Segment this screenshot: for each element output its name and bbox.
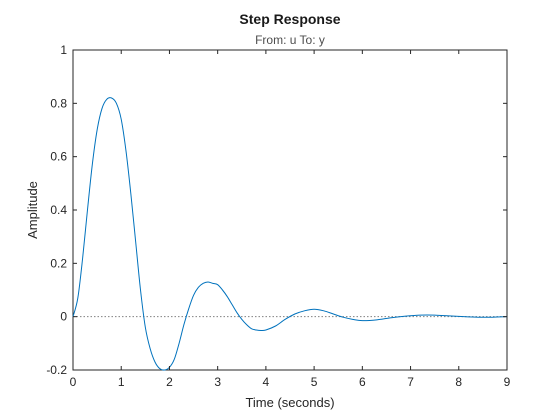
x-tick-label: 7 [407,375,414,389]
chart-subtitle: From: u To: y [255,33,325,47]
x-tick-label: 6 [359,375,366,389]
x-tick-label: 5 [311,375,318,389]
y-axis-label: Amplitude [25,181,40,239]
chart-title: Step Response [239,11,340,27]
y-tick-label: 0.2 [50,256,67,270]
y-tick-label: 0.4 [50,203,67,217]
x-tick-label: 1 [118,375,125,389]
series-layer [72,97,508,371]
y-tick-label: 0.6 [50,150,67,164]
x-tick-label: 2 [166,375,173,389]
x-tick-label: 4 [263,375,270,389]
y-tick-label: -0.2 [46,363,67,377]
y-axis-ticks: -0.2 0 0.2 0.4 0.6 0.8 1 [46,43,507,377]
x-axis-ticks: 0 1 2 3 4 5 6 7 8 9 [70,50,511,389]
plot-area [72,49,508,371]
x-tick-label: 3 [214,375,221,389]
x-tick-label: 9 [504,375,511,389]
x-tick-label: 8 [455,375,462,389]
y-tick-label: 1 [60,43,67,57]
step-response-line-0 [72,97,508,371]
y-tick-label: 0 [60,310,67,324]
y-tick-label: 0.8 [50,96,67,110]
x-tick-label: 0 [70,375,77,389]
x-axis-label: Time (seconds) [245,395,334,410]
